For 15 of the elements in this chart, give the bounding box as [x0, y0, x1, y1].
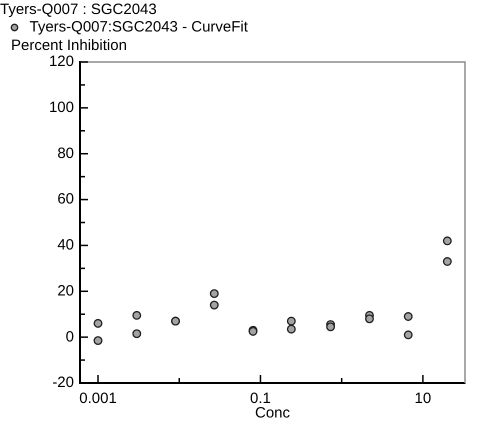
x-tick-label: 0.001: [79, 390, 117, 408]
chart-title: Tyers-Q007 : SGC2043: [0, 1, 157, 18]
x-axis-title: Conc: [254, 404, 290, 421]
y-tick-label: 60: [57, 190, 74, 208]
y-tick-label: -20: [52, 374, 74, 392]
y-tick-label: 120: [48, 53, 74, 70]
y-tick-label: 100: [48, 99, 74, 116]
y-axis-title: Percent Inhibition: [11, 37, 127, 54]
y-tick-label: 20: [57, 282, 74, 300]
y-tick-label: 40: [57, 236, 74, 254]
y-tick-label: 0: [66, 328, 74, 346]
x-tick-label: 10: [414, 390, 432, 408]
legend-label: Tyers-Q007:SGC2043 - CurveFit: [30, 18, 249, 36]
y-tick-label: 80: [57, 144, 74, 162]
x-tick-label: 0.1: [250, 390, 271, 408]
